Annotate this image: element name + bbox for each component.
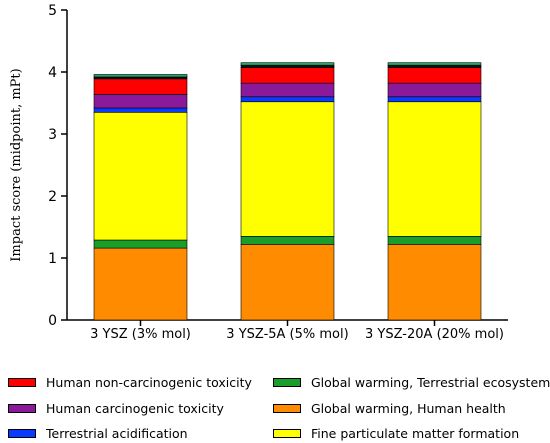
bar-segment: [240, 67, 335, 84]
y-tick-label: 4: [48, 65, 57, 81]
legend-swatch: [273, 403, 301, 413]
y-tick-label: 1: [48, 251, 57, 267]
legend-label: Global warming, Terrestrial ecosystems: [311, 374, 550, 390]
y-axis-title: Impact score (midpoint, mPt): [9, 68, 24, 261]
bar-segment: [387, 82, 482, 98]
bar-segment: [240, 244, 335, 321]
legend-item: Fine particulate matter formation: [273, 424, 519, 442]
bar-segment: [387, 67, 482, 84]
legend-label: Fine particulate matter formation: [311, 425, 520, 441]
legend-swatch: [273, 377, 301, 387]
bar-segment: [387, 64, 482, 68]
legend-item: Human carcinogenic toxicity: [8, 399, 224, 417]
legend-swatch: [8, 428, 36, 438]
bar-segment: [93, 247, 188, 321]
legend-swatch: [8, 377, 36, 387]
bar-segment: [387, 96, 482, 103]
y-tick-label: 0: [48, 313, 57, 329]
bar-segment: [387, 236, 482, 245]
bar-segment: [387, 101, 482, 237]
legend-item: Global warming, Terrestrial ecosystems: [273, 373, 550, 391]
bar-segment: [240, 64, 335, 68]
legend-label: Terrestrial acidification: [46, 425, 188, 441]
bar-segment: [93, 78, 188, 95]
x-tick-label: 3 YSZ-5A (5% mol): [226, 327, 348, 342]
bar-segment: [240, 101, 335, 237]
y-tick-label: 3: [48, 127, 57, 143]
y-tick-label: 2: [48, 189, 57, 205]
stacked-bar-chart: 0 1 2 3 4 5 Impact score (midpoint, mPt) 3 YSZ …: [9, 3, 508, 342]
bar-segment: [240, 96, 335, 103]
legend-swatch: [273, 428, 301, 438]
bar-segment: [387, 244, 482, 321]
legend-label: Global warming, Human health: [311, 400, 506, 416]
x-tick-label: 3 YSZ (3% mol): [90, 327, 191, 342]
bar-segment: [93, 94, 188, 109]
legend-item: Human non-carcinogenic toxicity: [8, 373, 252, 391]
bar-segment: [93, 112, 188, 241]
legend-swatch: [8, 403, 36, 413]
x-tick-label: 3 YSZ-20A (20% mol): [365, 327, 504, 342]
legend-item: Terrestrial acidification: [8, 424, 188, 442]
y-tick-label: 5: [48, 3, 57, 19]
chart-legend: Human non-carcinogenic toxicity Global wa…: [0, 364, 550, 443]
bar-segment: [240, 236, 335, 245]
bar-segment: [240, 82, 335, 98]
legend-item: Global warming, Human health: [273, 399, 506, 417]
legend-label: Human non-carcinogenic toxicity: [46, 374, 252, 390]
bar-segment: [93, 107, 188, 113]
bar-segment: [93, 239, 188, 249]
bar-segment: [93, 74, 188, 78]
bar-segment: [240, 62, 335, 66]
bar-segment: [387, 62, 482, 66]
legend-label: Human carcinogenic toxicity: [46, 400, 224, 416]
